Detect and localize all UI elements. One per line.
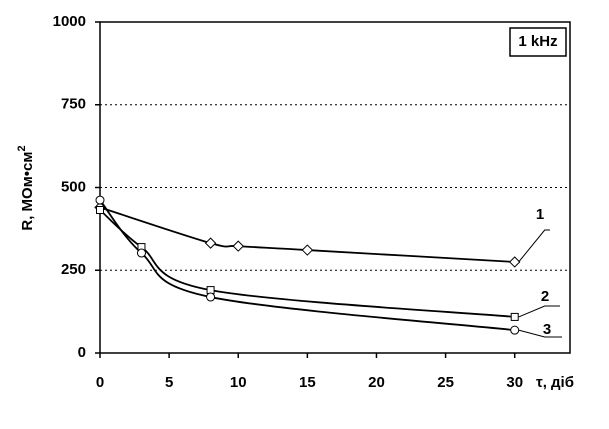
y-tick-label: 500 <box>61 178 86 195</box>
plot: 0 250 500 750 1000 0 5 10 15 20 25 30 1 2 3 <box>53 13 571 391</box>
annotation-box <box>509 27 567 57</box>
marker <box>96 206 104 215</box>
y-tick-label: 1000 <box>53 13 86 30</box>
marker <box>232 240 244 252</box>
marker <box>95 195 105 205</box>
marker <box>206 286 215 295</box>
plot-border <box>99 21 571 354</box>
x-tick-label: 30 <box>506 374 523 391</box>
y-axis-label: R, МОм•см2 <box>16 145 36 230</box>
x-axis-label: τ, діб <box>536 374 574 391</box>
label-leader <box>518 229 550 263</box>
marker <box>136 248 146 258</box>
series-line <box>99 199 515 332</box>
y-tick-label: 0 <box>78 344 86 361</box>
y-axis-label-sup: 2 <box>16 145 28 151</box>
annotation: 1 kHz <box>518 33 557 50</box>
series-line <box>99 206 515 263</box>
series-line <box>99 209 515 318</box>
marker <box>510 325 520 335</box>
marker <box>510 312 519 321</box>
series-label: 1 <box>536 206 544 223</box>
x-tick-label: 25 <box>437 374 454 391</box>
x-tick-label: 0 <box>96 374 104 391</box>
x-tick-label: 5 <box>165 374 173 391</box>
x-tick-label: 15 <box>299 374 316 391</box>
label-leader <box>518 329 562 338</box>
label-leader <box>518 305 560 318</box>
x-tick-label: 20 <box>368 374 385 391</box>
marker <box>204 237 217 249</box>
series-label: 3 <box>543 321 551 338</box>
series-label: 2 <box>541 288 549 305</box>
marker <box>206 292 216 302</box>
x-tick-label: 10 <box>230 374 247 391</box>
marker <box>301 244 314 256</box>
marker <box>508 256 521 268</box>
y-tick-label: 250 <box>61 261 86 278</box>
y-axis-label-text: R, МОм•см <box>19 152 36 231</box>
y-tick-label: 750 <box>61 96 86 113</box>
